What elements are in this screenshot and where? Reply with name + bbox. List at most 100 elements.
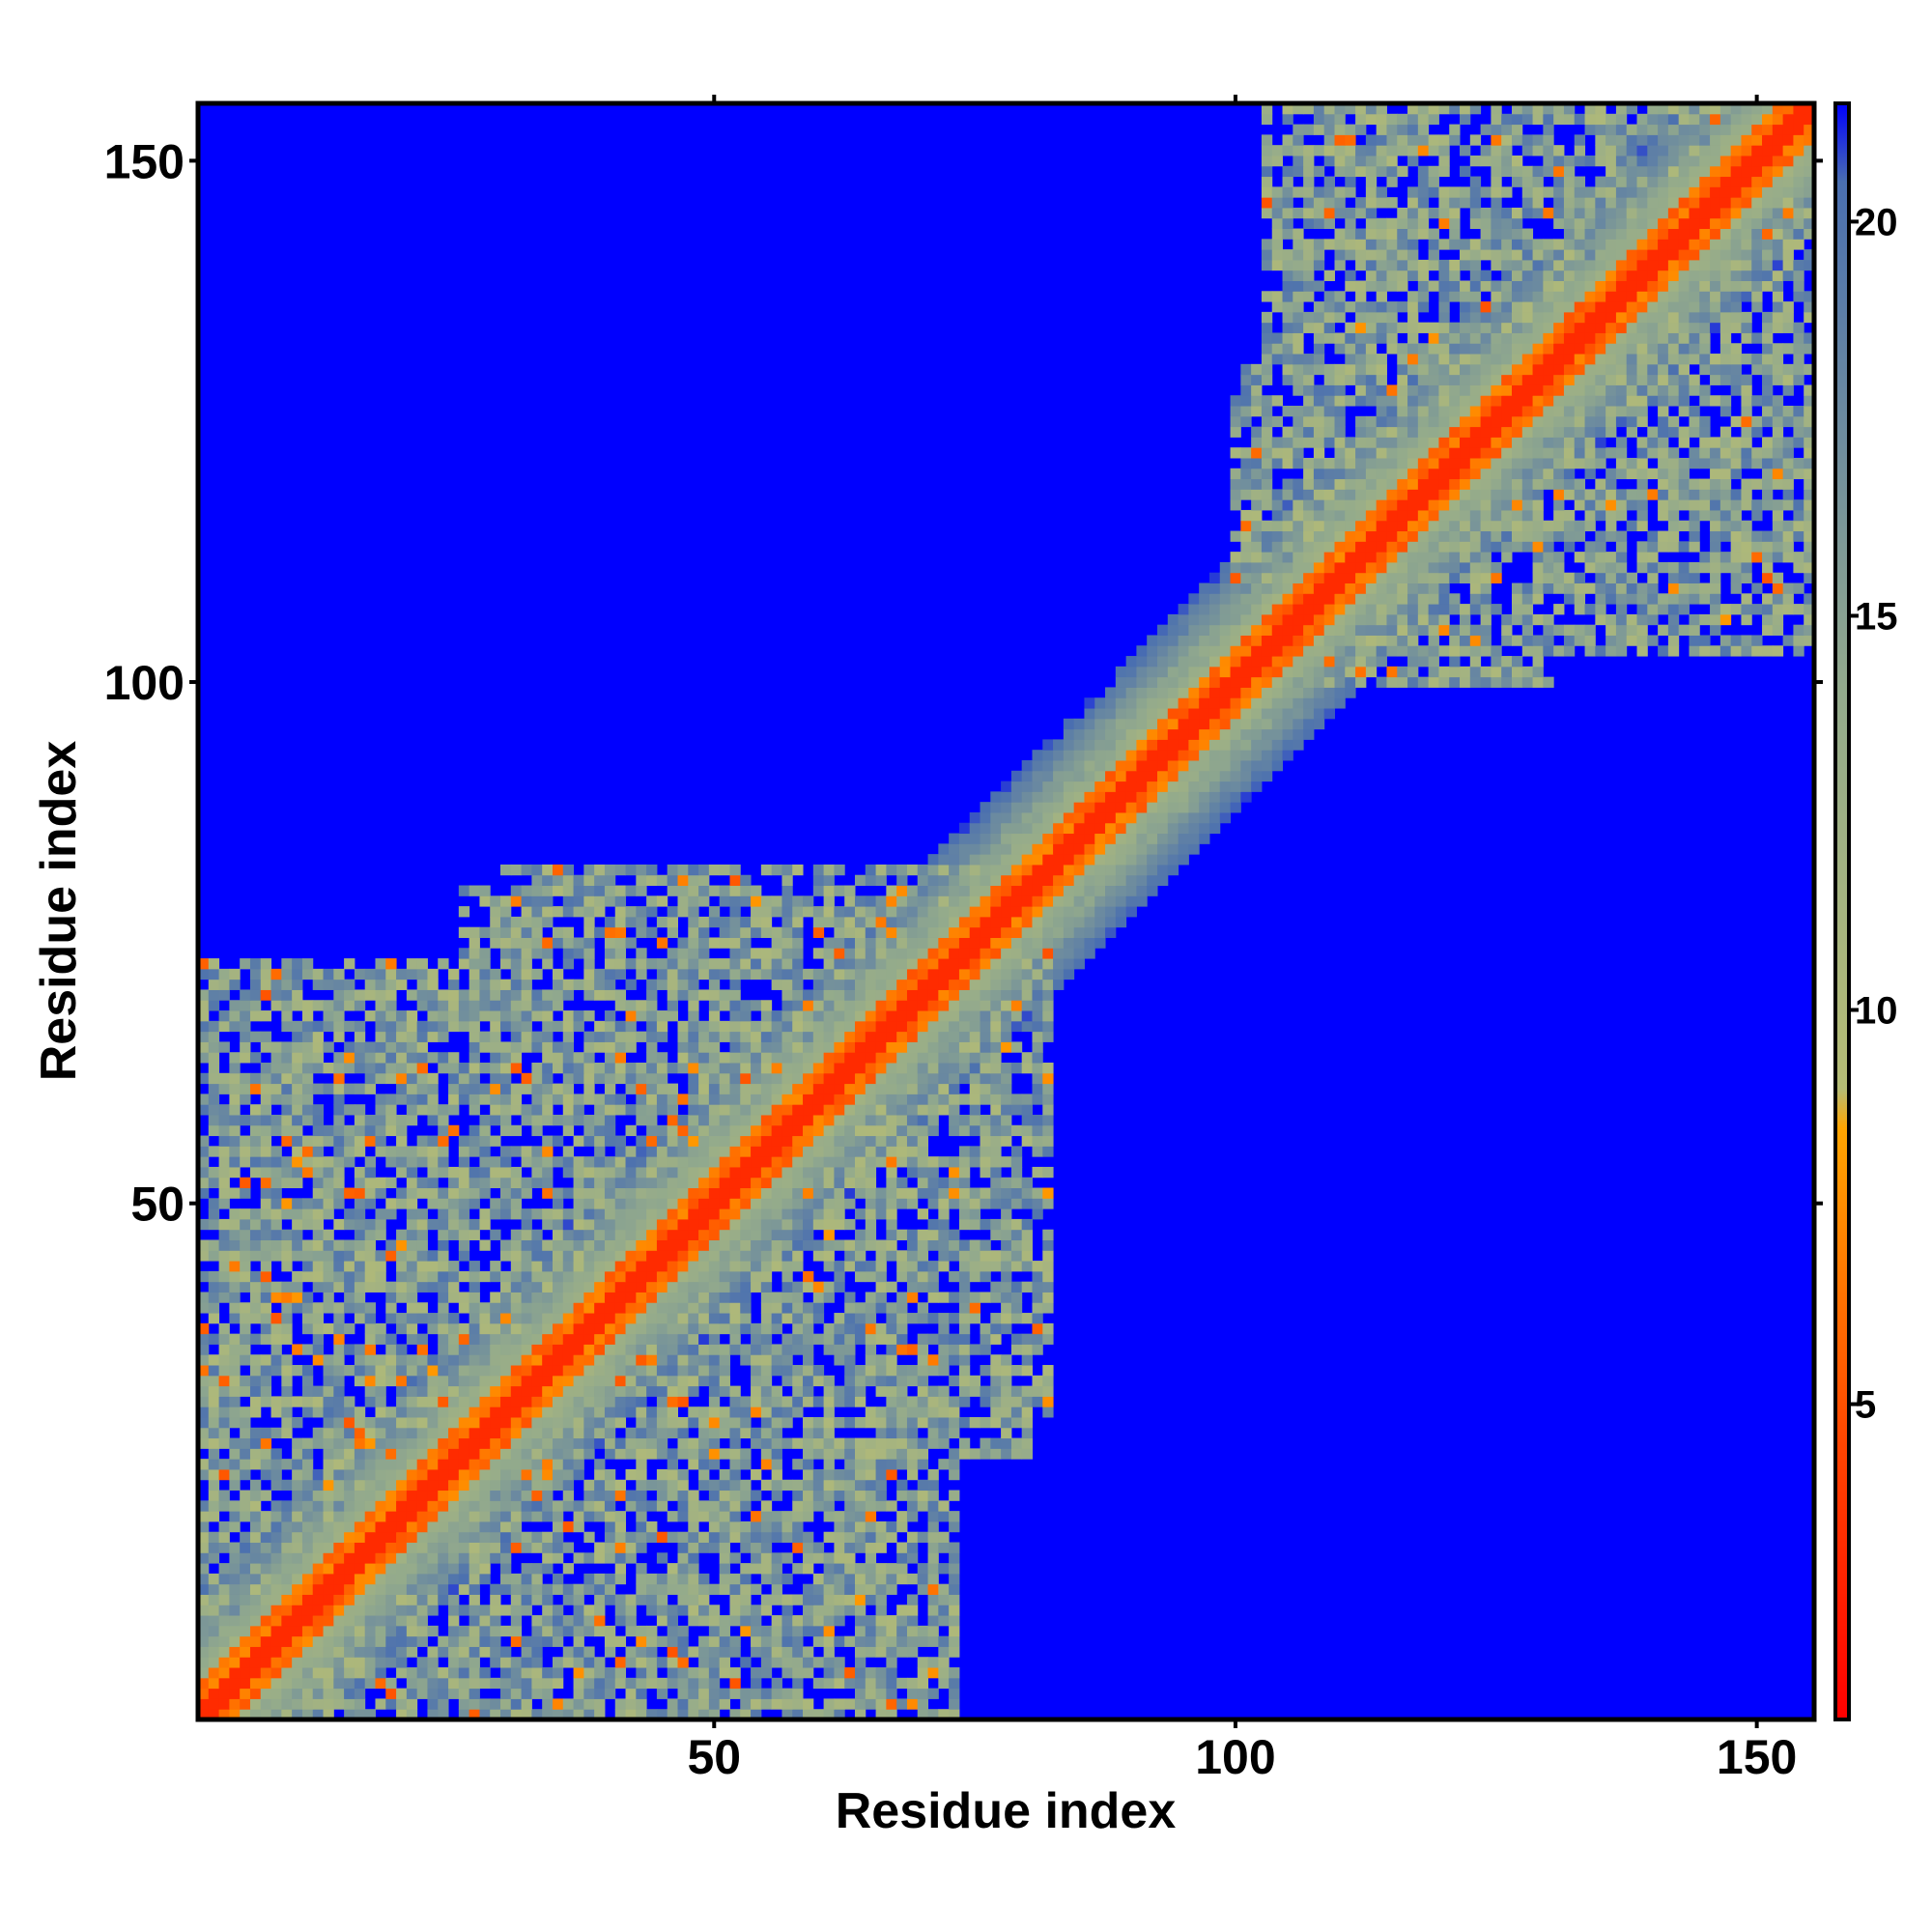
heatmap-cell xyxy=(573,1688,584,1699)
heatmap-cell xyxy=(625,1229,637,1240)
heatmap-cell xyxy=(312,968,325,980)
heatmap-cell xyxy=(1010,968,1023,980)
heatmap-cell xyxy=(719,1511,730,1522)
heatmap-cell xyxy=(917,1396,929,1407)
heatmap-cell xyxy=(281,1124,293,1137)
heatmap-cell xyxy=(521,1270,532,1283)
heatmap-cell xyxy=(792,1135,804,1147)
heatmap-cell xyxy=(510,1459,523,1470)
heatmap-cell xyxy=(844,1261,856,1272)
heatmap-cell xyxy=(521,1281,532,1293)
heatmap-cell xyxy=(760,1354,773,1366)
heatmap-cell xyxy=(323,1657,334,1668)
heatmap-cell xyxy=(375,1094,386,1105)
heatmap-cell xyxy=(240,1594,251,1605)
heatmap-cell xyxy=(886,1114,897,1126)
heatmap-cell xyxy=(771,1385,782,1397)
heatmap-cell xyxy=(906,1625,919,1637)
heatmap-cell xyxy=(333,1688,345,1699)
heatmap-cell xyxy=(240,1041,251,1053)
heatmap-cell xyxy=(427,1270,439,1283)
heatmap-cell xyxy=(865,1114,877,1126)
heatmap-cell xyxy=(917,1124,929,1137)
heatmap-cell xyxy=(729,1135,741,1147)
heatmap-cell xyxy=(646,1104,658,1116)
heatmap-cell xyxy=(427,1177,439,1189)
heatmap-cell xyxy=(949,1031,960,1042)
heatmap-cell xyxy=(604,989,616,1001)
heatmap-cell xyxy=(636,1677,647,1690)
heatmap-cell xyxy=(416,1615,428,1627)
heatmap-cell xyxy=(396,1479,408,1492)
heatmap-cell xyxy=(886,1104,897,1116)
heatmap-cell xyxy=(198,1677,210,1690)
heatmap-cell xyxy=(249,1594,262,1605)
heatmap-cell xyxy=(1021,1218,1033,1231)
heatmap-cell xyxy=(812,1625,825,1637)
heatmap-cell xyxy=(771,1208,782,1220)
heatmap-cell xyxy=(323,1000,334,1011)
heatmap-cell xyxy=(740,1406,752,1418)
heatmap-cell xyxy=(751,1187,762,1199)
heatmap-cell xyxy=(531,1677,543,1690)
heatmap-cell xyxy=(1001,926,1012,938)
heatmap-cell xyxy=(573,1667,584,1679)
heatmap-cell xyxy=(823,948,835,959)
heatmap-cell xyxy=(594,1313,606,1324)
heatmap-cell xyxy=(458,1063,470,1074)
heatmap-cell xyxy=(771,1313,782,1324)
heatmap-cell xyxy=(781,1281,793,1293)
heatmap-cell xyxy=(458,1468,470,1481)
heatmap-cell xyxy=(490,1063,501,1074)
heatmap-cell xyxy=(834,958,845,970)
heatmap-cell xyxy=(646,1385,658,1397)
heatmap-cell xyxy=(531,1437,543,1449)
heatmap-cell xyxy=(469,1281,480,1293)
heatmap-cell xyxy=(729,1385,741,1397)
heatmap-cell xyxy=(521,1448,532,1460)
heatmap-cell xyxy=(594,1479,606,1492)
heatmap-cell xyxy=(792,1292,804,1303)
heatmap-cell xyxy=(614,1563,627,1575)
heatmap-cell xyxy=(781,1031,793,1042)
heatmap-cell xyxy=(562,1041,575,1053)
heatmap-cell xyxy=(854,1625,867,1637)
heatmap-cell xyxy=(625,1261,637,1272)
heatmap-cell xyxy=(1021,1396,1033,1407)
heatmap-cell xyxy=(552,1605,564,1616)
heatmap-cell xyxy=(1063,937,1075,949)
heatmap-cell xyxy=(270,1657,282,1668)
heatmap-cell xyxy=(688,979,699,990)
heatmap-cell xyxy=(270,1459,282,1470)
heatmap-cell xyxy=(980,1094,991,1105)
heatmap-cell xyxy=(1010,1416,1023,1429)
heatmap-cell xyxy=(385,1124,397,1137)
heatmap-cell xyxy=(594,1104,606,1116)
heatmap-cell xyxy=(458,958,470,970)
heatmap-cell xyxy=(636,1459,647,1470)
heatmap-cell xyxy=(552,926,564,938)
heatmap-cell xyxy=(1021,1177,1033,1189)
heatmap-cell xyxy=(396,1010,408,1022)
heatmap-cell xyxy=(416,1094,428,1105)
heatmap-cell xyxy=(938,1083,950,1094)
heatmap-cell xyxy=(823,1635,835,1647)
heatmap-cell xyxy=(354,1052,366,1064)
heatmap-cell xyxy=(823,989,835,1001)
heatmap-cell xyxy=(281,1094,293,1105)
heatmap-cell xyxy=(677,1187,689,1199)
heatmap-cell xyxy=(969,979,981,990)
heatmap-cell xyxy=(865,1635,877,1647)
heatmap-cell xyxy=(312,1396,325,1407)
heatmap-cell xyxy=(688,1177,699,1189)
heatmap-cell xyxy=(249,1448,262,1460)
heatmap-cell xyxy=(229,1635,241,1647)
heatmap-cell xyxy=(667,1657,678,1668)
heatmap-cell xyxy=(521,1229,532,1240)
heatmap-cell xyxy=(292,1177,303,1189)
heatmap-cell xyxy=(292,1635,303,1647)
heatmap-cell xyxy=(698,1146,710,1157)
heatmap-cell xyxy=(938,937,950,949)
heatmap-cell xyxy=(198,1406,210,1418)
heatmap-cell xyxy=(771,1563,782,1575)
